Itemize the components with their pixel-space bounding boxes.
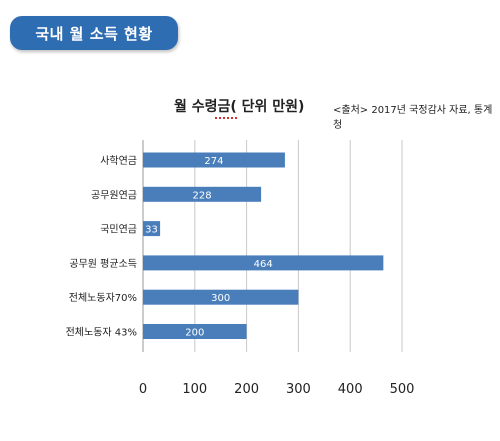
bar <box>143 152 285 168</box>
x-tick-label: 400 <box>338 382 363 397</box>
x-tick-label: 500 <box>390 382 415 397</box>
data-label: 228 <box>193 190 212 201</box>
bar <box>143 186 262 202</box>
bar <box>143 324 247 339</box>
x-tick-label: 200 <box>234 382 259 397</box>
spellcheck-underline <box>215 115 237 119</box>
section-header-title: 국내 월 소득 현황 <box>35 24 153 43</box>
bar <box>143 289 299 305</box>
category-label: 공무원연금 <box>91 189 137 201</box>
section-header: 국내 월 소득 현황 <box>10 16 178 50</box>
category-label: 공무원 평균소득 <box>69 258 137 270</box>
chart-title: 월 수령금( 단위 만원) <box>174 99 305 115</box>
category-label: 국민연금 <box>100 224 137 236</box>
category-label: 전체노동자70% <box>69 292 137 304</box>
data-label: 274 <box>204 156 223 167</box>
source-note: <출처> 2017년 국정감사 자료, 통계청 <box>333 105 493 131</box>
data-label: 464 <box>254 259 273 270</box>
bar <box>143 221 161 237</box>
data-label: 200 <box>185 328 204 339</box>
data-label: 33 <box>145 225 158 236</box>
category-label: 전체노동자 43% <box>66 327 137 339</box>
data-label: 300 <box>211 293 230 304</box>
bar <box>143 255 384 271</box>
x-tick-label: 100 <box>182 382 207 397</box>
x-tick-label: 300 <box>286 382 311 397</box>
x-tick-label: 0 <box>139 382 147 397</box>
category-label: 사학연금 <box>100 155 137 167</box>
